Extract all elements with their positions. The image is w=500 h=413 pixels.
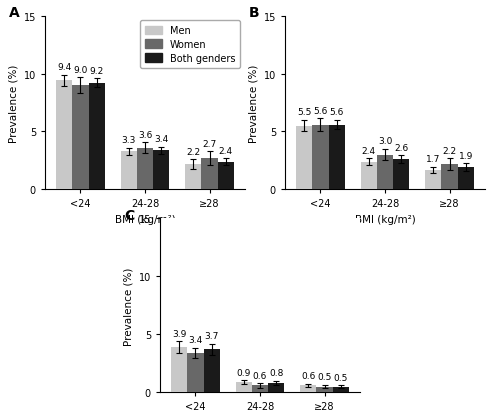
X-axis label: BMI (kg/m²): BMI (kg/m²) — [354, 214, 416, 225]
Text: 3.3: 3.3 — [122, 136, 136, 145]
Legend: Men, Women, Both genders: Men, Women, Both genders — [140, 21, 240, 69]
Bar — [218, 162, 234, 190]
Bar — [458, 168, 473, 190]
Text: 3.0: 3.0 — [378, 137, 392, 146]
Text: 5.6: 5.6 — [330, 108, 344, 117]
Text: 3.7: 3.7 — [204, 331, 219, 340]
Text: C: C — [124, 209, 134, 223]
Text: 2.2: 2.2 — [186, 147, 200, 157]
Text: 0.6: 0.6 — [301, 372, 316, 380]
Text: 2.4: 2.4 — [218, 146, 232, 155]
Text: 3.9: 3.9 — [172, 329, 186, 338]
Text: 3.6: 3.6 — [138, 131, 152, 140]
Text: 1.7: 1.7 — [426, 155, 440, 164]
Bar — [88, 83, 104, 190]
Text: 0.5: 0.5 — [334, 373, 348, 382]
Text: 2.7: 2.7 — [202, 139, 216, 148]
Bar — [426, 170, 442, 190]
Text: 0.6: 0.6 — [253, 370, 267, 380]
Bar — [316, 387, 332, 392]
X-axis label: BMI (kg/m²): BMI (kg/m²) — [114, 214, 176, 225]
Text: 2.2: 2.2 — [442, 146, 456, 155]
Bar — [121, 152, 137, 190]
Text: 9.0: 9.0 — [74, 65, 88, 74]
Text: 9.2: 9.2 — [90, 66, 104, 76]
Bar — [153, 151, 169, 190]
Bar — [332, 387, 348, 392]
Bar — [202, 159, 218, 190]
Text: 3.4: 3.4 — [154, 135, 168, 144]
Bar — [361, 162, 377, 190]
Bar — [188, 353, 204, 392]
Bar — [300, 385, 316, 392]
Bar — [186, 164, 202, 190]
Bar — [393, 160, 409, 190]
Text: 2.6: 2.6 — [394, 143, 408, 152]
Bar — [312, 125, 328, 190]
Text: 3.4: 3.4 — [188, 335, 202, 344]
Bar — [296, 126, 312, 190]
Bar — [137, 148, 153, 190]
Bar — [268, 383, 284, 392]
Bar — [72, 86, 88, 190]
Bar — [442, 164, 458, 190]
Text: 0.9: 0.9 — [236, 368, 251, 377]
Text: A: A — [9, 6, 20, 20]
Text: 5.5: 5.5 — [297, 108, 312, 117]
Y-axis label: Prevalence (%): Prevalence (%) — [248, 64, 258, 142]
Text: 9.4: 9.4 — [57, 63, 72, 72]
Bar — [252, 385, 268, 392]
Text: 5.6: 5.6 — [314, 107, 328, 115]
Bar — [236, 382, 252, 392]
Bar — [328, 125, 344, 190]
Text: 2.4: 2.4 — [362, 146, 376, 155]
Text: 0.5: 0.5 — [318, 373, 332, 381]
Y-axis label: Prevalence (%): Prevalence (%) — [123, 266, 133, 345]
Y-axis label: Prevalence (%): Prevalence (%) — [8, 64, 18, 142]
Bar — [377, 155, 393, 190]
Bar — [56, 81, 72, 190]
Bar — [204, 349, 220, 392]
Bar — [172, 347, 188, 392]
Text: 0.8: 0.8 — [269, 368, 283, 377]
Text: B: B — [249, 6, 260, 20]
Text: 1.9: 1.9 — [458, 152, 473, 161]
